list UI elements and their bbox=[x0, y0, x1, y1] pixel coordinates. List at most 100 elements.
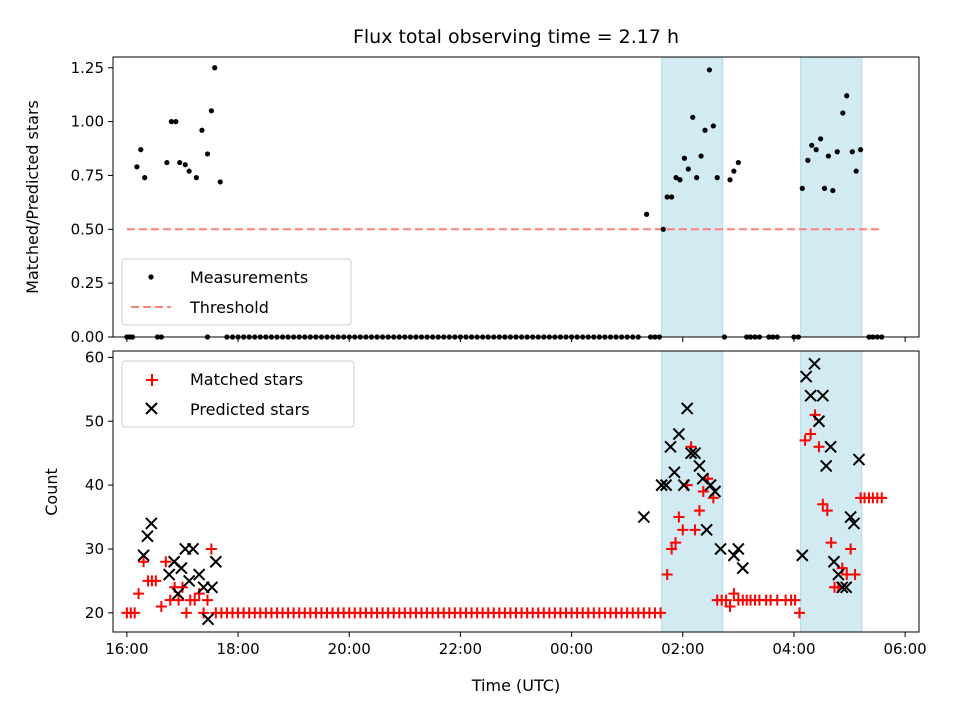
predicted-star-point bbox=[209, 555, 223, 568]
matched-star-point bbox=[845, 543, 857, 555]
predicted-star-point bbox=[637, 510, 651, 524]
matched-star-point bbox=[693, 505, 705, 517]
matched-star-point bbox=[173, 594, 185, 606]
predicted-star-point bbox=[688, 446, 702, 460]
predicted-star-point bbox=[836, 581, 849, 594]
matched-stars-series bbox=[121, 409, 888, 619]
matched-star-point bbox=[673, 511, 685, 523]
predicted-star-point bbox=[186, 542, 200, 556]
top-legend-box bbox=[121, 258, 352, 326]
matched-star-point bbox=[677, 524, 689, 536]
predicted-star-point bbox=[796, 549, 809, 562]
matched-star-point bbox=[793, 607, 805, 619]
measurement-point bbox=[735, 159, 741, 166]
x-axis-label: Time (UTC) bbox=[471, 676, 560, 695]
matched-star-point bbox=[138, 556, 150, 568]
matched-star-point bbox=[817, 498, 829, 510]
predicted-star-point bbox=[684, 446, 698, 460]
measurement-point bbox=[690, 114, 696, 120]
predicted-star-point bbox=[659, 478, 673, 492]
matched-star-point bbox=[176, 581, 188, 593]
predicted-star-point bbox=[816, 389, 830, 402]
measurement-point bbox=[168, 119, 174, 125]
predicted-star-point bbox=[844, 510, 857, 524]
matched-star-point bbox=[655, 607, 667, 619]
predicted-star-point bbox=[668, 466, 681, 479]
matched-star-point bbox=[799, 434, 811, 446]
measurement-point bbox=[818, 136, 824, 142]
y-tick-label: 30 bbox=[85, 540, 104, 558]
predicted-star-point bbox=[804, 389, 817, 402]
measurement-point bbox=[193, 175, 199, 181]
matched-star-point bbox=[180, 607, 192, 619]
predicted-stars-series bbox=[137, 357, 866, 626]
predicted-star-point bbox=[141, 529, 154, 543]
matched-star-point bbox=[160, 556, 172, 568]
observing-window-shade bbox=[800, 350, 863, 633]
measurement-point bbox=[208, 108, 214, 114]
measurement-point bbox=[138, 147, 144, 153]
measurement-point bbox=[799, 185, 805, 191]
measurement-point bbox=[698, 153, 704, 159]
top-y-axis-label: Matched/Predicted stars bbox=[23, 100, 42, 294]
matched-star-point bbox=[821, 505, 833, 517]
predicted-star-point bbox=[819, 459, 833, 473]
predicted-star-point bbox=[171, 587, 185, 600]
legend-threshold-label: Threshold bbox=[189, 298, 269, 317]
measurement-point bbox=[805, 157, 811, 163]
predicted-star-point bbox=[808, 357, 821, 370]
predicted-star-point bbox=[192, 568, 206, 581]
measurement-point bbox=[217, 179, 223, 185]
predicted-star-point bbox=[827, 555, 841, 568]
matched-star-point bbox=[661, 569, 673, 581]
measurement-point bbox=[809, 142, 815, 148]
predicted-star-point bbox=[704, 478, 717, 492]
predicted-star-point bbox=[162, 568, 176, 581]
measurement-point bbox=[813, 147, 819, 153]
predicted-star-point bbox=[145, 517, 158, 530]
legend-predicted-label: Predicted stars bbox=[190, 400, 310, 419]
predicted-star-point bbox=[680, 402, 694, 415]
observing-window-shade bbox=[800, 56, 863, 338]
matched-star-point bbox=[150, 575, 162, 587]
x-tick-label: 22:00 bbox=[439, 640, 482, 658]
predicted-star-point bbox=[201, 613, 215, 626]
measurement-point bbox=[673, 175, 679, 181]
measurement-point bbox=[669, 194, 675, 200]
x-tick-label: 06:00 bbox=[883, 640, 926, 658]
legend-predicted-marker bbox=[145, 402, 158, 415]
measurement-point bbox=[134, 164, 140, 170]
matched-star-point bbox=[697, 486, 709, 497]
matched-star-point bbox=[129, 607, 141, 619]
predicted-star-point bbox=[847, 517, 861, 530]
predicted-star-point bbox=[727, 549, 741, 562]
y-tick-label: 20 bbox=[85, 604, 104, 622]
measurement-point bbox=[840, 110, 846, 116]
measurement-point bbox=[834, 149, 840, 155]
measurement-point bbox=[849, 149, 855, 155]
predicted-star-point bbox=[655, 478, 668, 492]
measurement-point bbox=[821, 185, 828, 191]
matched-star-point bbox=[849, 569, 861, 581]
predicted-star-point bbox=[205, 581, 219, 594]
matched-star-point bbox=[670, 537, 682, 549]
y-tick-label: 50 bbox=[85, 412, 104, 430]
predicted-star-point bbox=[175, 561, 188, 575]
matched-star-point bbox=[198, 607, 210, 619]
legend-matched-marker bbox=[146, 374, 158, 386]
matched-star-point bbox=[155, 600, 167, 612]
x-tick-label: 00:00 bbox=[550, 640, 593, 658]
matched-star-point bbox=[205, 543, 217, 555]
predicted-star-point bbox=[700, 523, 713, 537]
predicted-star-point bbox=[714, 542, 727, 556]
predicted-star-point bbox=[812, 415, 826, 428]
measurement-point bbox=[142, 175, 148, 181]
measurement-point bbox=[199, 127, 205, 133]
measurement-point bbox=[212, 65, 218, 71]
measurement-point bbox=[727, 177, 733, 183]
predicted-star-point bbox=[182, 574, 196, 588]
measurement-point bbox=[714, 175, 720, 181]
matched-star-point bbox=[825, 537, 837, 549]
predicted-star-point bbox=[693, 459, 706, 473]
matched-star-point bbox=[189, 594, 201, 606]
